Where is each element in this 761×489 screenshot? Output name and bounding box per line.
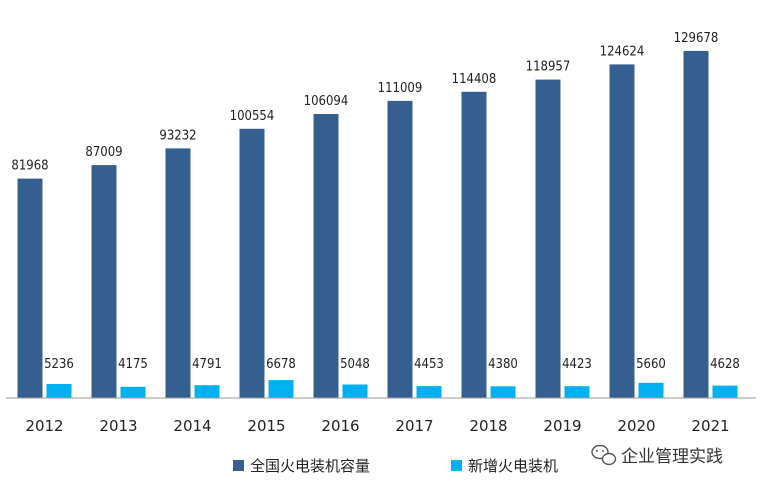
x-tick-label-2021: 2021 xyxy=(691,417,729,435)
bars-layer xyxy=(17,50,738,399)
x-tick-label-2015: 2015 xyxy=(247,417,285,435)
bar-series-1-2015 xyxy=(268,380,294,398)
x-tick-label-2019: 2019 xyxy=(543,417,581,435)
legend-label-series-1: 新增火电装机 xyxy=(468,457,558,475)
bar-series-0-2021 xyxy=(683,50,709,399)
bar-series-1-2012 xyxy=(46,384,72,398)
legend-label-series-0: 全国火电装机容量 xyxy=(250,457,370,475)
bar-series-0-2017 xyxy=(387,100,413,399)
data-label-series-0-2016: 106094 xyxy=(304,94,349,109)
bar-series-1-2021 xyxy=(712,385,738,398)
data-label-series-0-2018: 114408 xyxy=(452,72,497,87)
data-label-series-0-2014: 93232 xyxy=(159,128,196,143)
data-label-series-1-2012: 5236 xyxy=(44,357,74,372)
bar-series-1-2013 xyxy=(120,386,146,398)
bar-series-1-2018 xyxy=(490,386,516,398)
data-label-series-0-2020: 124624 xyxy=(600,44,645,59)
bar-series-1-2014 xyxy=(194,385,220,398)
data-label-series-1-2019: 4423 xyxy=(562,357,592,372)
data-label-series-0-2017: 111009 xyxy=(378,81,423,96)
x-tick-label-2020: 2020 xyxy=(617,417,655,435)
data-label-series-1-2014: 4791 xyxy=(192,357,222,372)
x-tick-label-2018: 2018 xyxy=(469,417,507,435)
bar-series-0-2013 xyxy=(91,165,117,398)
data-label-series-1-2013: 4175 xyxy=(118,357,148,372)
wechat-icon xyxy=(591,444,617,466)
bar-series-0-2019 xyxy=(535,79,561,398)
legend-swatch-series-1 xyxy=(451,460,462,471)
bar-series-0-2014 xyxy=(165,148,191,398)
bar-series-1-2019 xyxy=(564,386,590,398)
data-label-series-1-2015: 6678 xyxy=(266,357,296,372)
bar-series-0-2016 xyxy=(313,114,339,398)
data-label-series-0-2012: 81968 xyxy=(11,159,48,174)
bar-series-0-2018 xyxy=(461,91,487,399)
watermark: 企业管理实践 xyxy=(591,444,723,467)
x-tick-label-2013: 2013 xyxy=(99,417,137,435)
bar-series-1-2016 xyxy=(342,384,368,398)
data-labels-layer: 81968 5236 87009 4175 93232 4791 100554 6678 106… xyxy=(11,31,739,372)
data-label-series-1-2018: 4380 xyxy=(488,357,518,372)
data-label-series-0-2015: 100554 xyxy=(230,109,275,124)
data-label-series-1-2021: 4628 xyxy=(710,357,740,372)
data-label-series-0-2021: 129678 xyxy=(674,31,719,46)
data-label-series-1-2017: 4453 xyxy=(414,357,444,372)
bar-series-0-2015 xyxy=(239,128,265,399)
bar-series-1-2017 xyxy=(416,386,442,398)
bar-series-1-2020 xyxy=(638,382,664,398)
x-tick-label-2016: 2016 xyxy=(321,417,359,435)
x-tick-label-2012: 2012 xyxy=(25,417,63,435)
data-label-series-0-2019: 118957 xyxy=(526,60,571,75)
bar-series-0-2020 xyxy=(609,64,635,399)
legend: 全国火电装机容量 新增火电装机 xyxy=(233,457,558,475)
data-label-series-1-2016: 5048 xyxy=(340,357,370,372)
legend-swatch-series-0 xyxy=(233,460,244,471)
x-tick-labels: 2012 2013 2014 2015 2016 2017 2018 2019 2020 2021 xyxy=(25,417,729,435)
x-tick-label-2017: 2017 xyxy=(395,417,433,435)
data-label-series-1-2020: 5660 xyxy=(636,357,666,372)
watermark-text: 企业管理实践 xyxy=(621,447,723,467)
bar-series-0-2012 xyxy=(17,178,43,398)
data-label-series-0-2013: 87009 xyxy=(85,145,122,160)
x-tick-label-2014: 2014 xyxy=(173,417,211,435)
